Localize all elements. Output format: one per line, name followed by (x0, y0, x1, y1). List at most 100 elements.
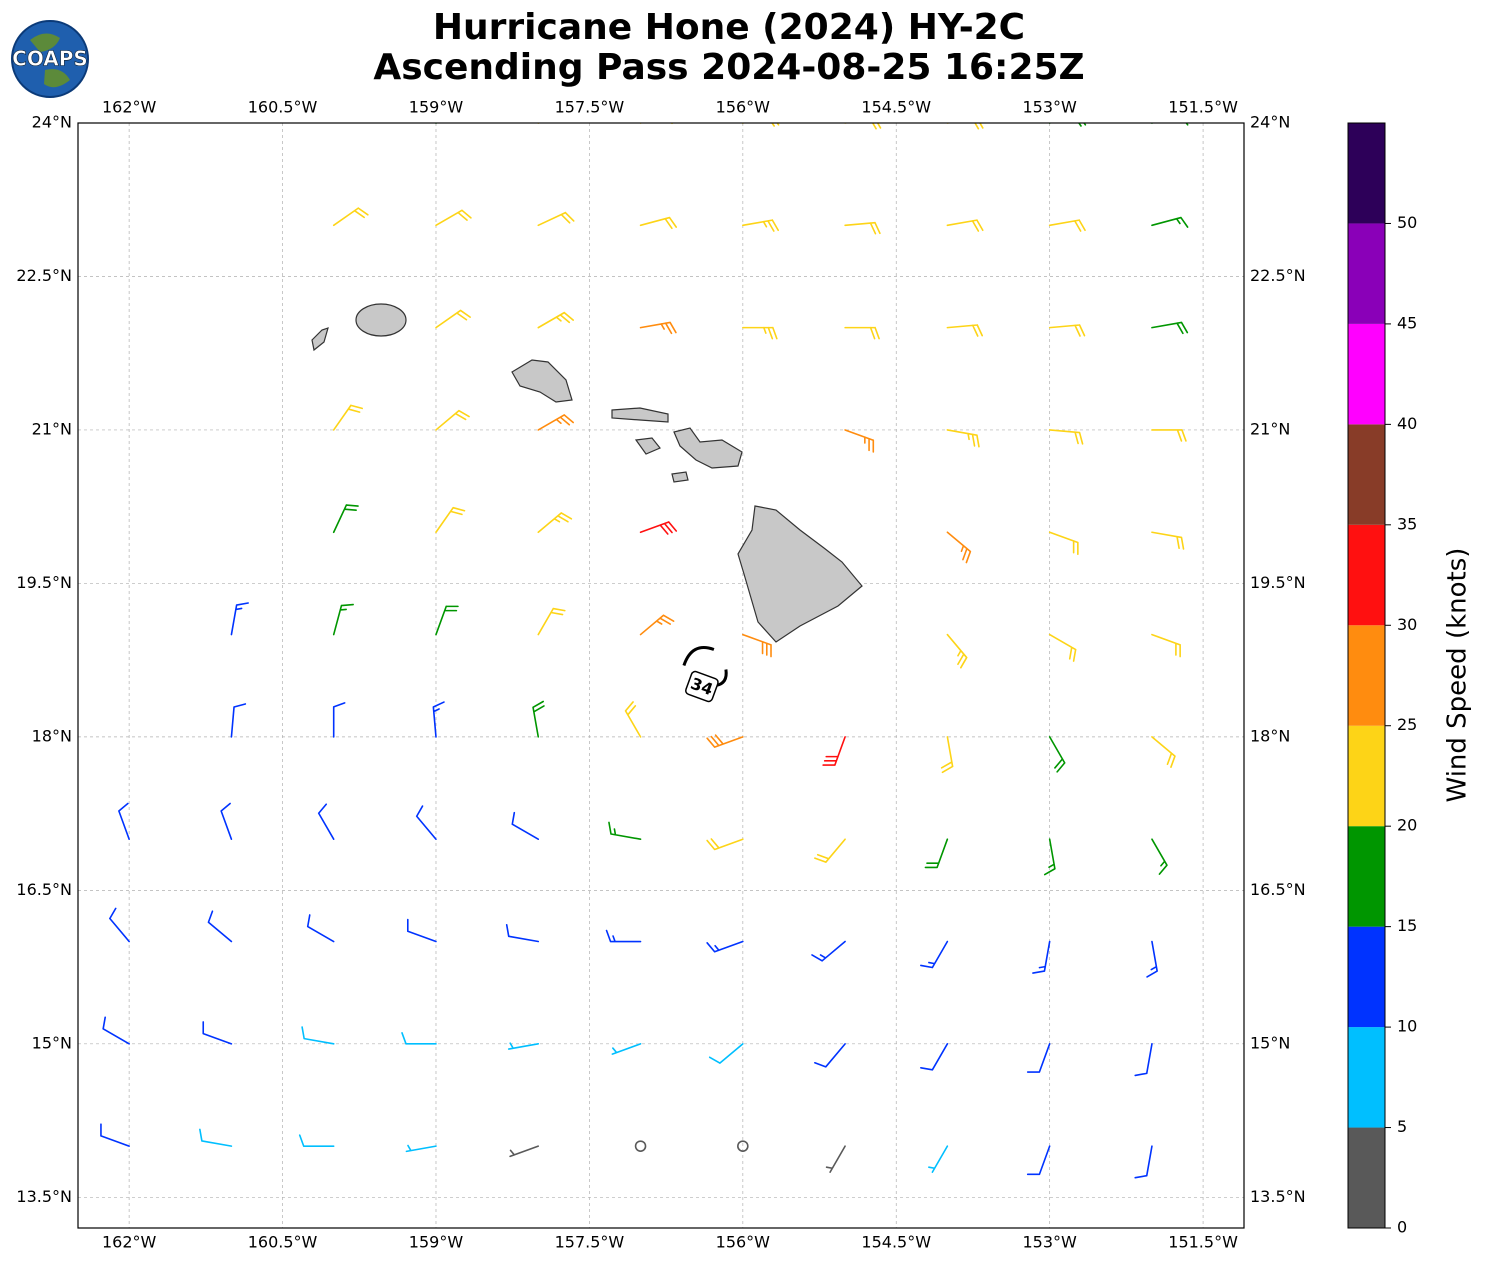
wind-barb (1151, 216, 1189, 228)
wind-barb (401, 1032, 437, 1045)
colorbar-bin (1348, 424, 1385, 525)
wind-barb (814, 1043, 846, 1068)
wind-barb (230, 703, 247, 738)
y-tick-label: 16.5°N (1250, 880, 1306, 899)
x-tick-label: 151.5°W (1168, 1233, 1238, 1252)
wind-barb (109, 907, 130, 943)
title-line: Ascending Pass 2024-08-25 16:25Z (373, 47, 1084, 88)
wind-barb (742, 219, 780, 232)
wind-barb (608, 821, 642, 841)
colorbar-tick-label: 0 (1397, 1218, 1407, 1237)
y-tick-label: 16.5°N (16, 880, 72, 899)
grid (78, 123, 1244, 1228)
wind-barb (332, 404, 364, 431)
wind-barb (844, 326, 880, 340)
y-tick-label: 21°N (1250, 419, 1290, 438)
wind-barb (1151, 429, 1187, 442)
wind-barb (1134, 1145, 1153, 1179)
wind-barb (1151, 321, 1189, 335)
wind-barb (742, 123, 780, 127)
calm-marker (634, 1140, 647, 1152)
wind-barb (1151, 838, 1168, 875)
x-tick-label: 160.5°W (248, 1233, 318, 1252)
x-tick-label: 162°W (102, 1233, 157, 1252)
wind-barb (946, 531, 972, 564)
wind-barb (435, 309, 471, 329)
x-tick-label: 157.5°W (555, 1233, 625, 1252)
wind-barb (1048, 736, 1066, 773)
wind-barb (1048, 219, 1086, 232)
wind-barb (946, 123, 984, 130)
logo-land (30, 33, 70, 88)
wind-barb (435, 209, 472, 227)
wind-barb (1048, 531, 1079, 556)
x-tick-label: 159°W (409, 98, 464, 117)
logo: COAPS (11, 20, 89, 98)
wind-barb (432, 701, 445, 738)
island (737, 505, 863, 643)
wind-barb (306, 914, 335, 943)
wind-barb (100, 1123, 130, 1147)
colorbar-bin (1348, 625, 1385, 726)
wind-barb (507, 1042, 540, 1050)
x-tick-label: 151.5°W (1168, 98, 1238, 117)
x-tick-label: 153°W (1022, 1233, 1077, 1252)
island (355, 303, 407, 337)
colorbar-bin (1348, 1127, 1385, 1228)
wind-barb (825, 1145, 846, 1173)
wind-barb (1032, 940, 1051, 974)
y-tick-label: 19.5°N (1250, 573, 1306, 592)
y-tick-label: 13.5°N (16, 1187, 72, 1206)
wind-barb (511, 811, 540, 841)
wind-barb (435, 605, 459, 636)
colorbar: 0 5 10 15 20 25 30 35 40 45 50 (1347, 122, 1417, 1237)
wind-barb (742, 326, 778, 340)
y-tick-label: 24°N (1250, 113, 1290, 132)
wind-barb (1151, 633, 1181, 658)
wind-barb (537, 607, 566, 636)
wind-barb (537, 311, 575, 329)
y-tick-label: 19.5°N (16, 573, 72, 592)
wind-barb (924, 838, 949, 869)
plot-frame (77, 122, 1245, 1229)
wind-barb (811, 940, 846, 962)
island (671, 471, 689, 483)
wind-barb (639, 123, 673, 125)
wind-barb (708, 1043, 744, 1064)
wind-barb (537, 211, 575, 227)
wind-barb (940, 736, 954, 774)
x-tick-label: 157.5°W (555, 98, 625, 117)
x-tick-label: 156°W (716, 1233, 771, 1252)
colorbar-bin (1348, 926, 1385, 1028)
wind-barb (946, 633, 968, 669)
y-tick-label: 22.5°N (16, 266, 72, 285)
plot-area: 34 (78, 123, 1244, 1228)
colorbar-tick-label: 5 (1397, 1117, 1407, 1136)
colorbar-tick-label: 50 (1397, 213, 1417, 232)
wind-barb (844, 123, 882, 130)
wind-barb (332, 603, 354, 636)
wind-barb (1134, 1043, 1153, 1077)
island (311, 327, 329, 352)
x-tick-label: 154.5°W (861, 98, 931, 117)
wind-barb (1048, 324, 1086, 337)
wind-barb (435, 409, 470, 431)
wind-barb (1048, 633, 1077, 662)
islands (311, 303, 863, 643)
wind-barb (639, 614, 675, 636)
x-tick-label: 156°W (716, 98, 771, 117)
colorbar-frame (1347, 122, 1386, 1229)
wind-barb (639, 321, 677, 335)
wind-barb (537, 512, 573, 534)
x-tick-label: 154.5°W (861, 1233, 931, 1252)
wind-barb (920, 1043, 949, 1071)
wind-barb (611, 1043, 642, 1055)
wind-barb (706, 734, 744, 748)
wind-barb (1026, 1043, 1051, 1073)
colorbar-tick-label: 30 (1397, 615, 1417, 634)
wind-barb (220, 802, 233, 841)
wind-barb (332, 504, 359, 534)
colorbar-tick-label: 20 (1397, 816, 1417, 835)
wind-barb (435, 506, 466, 534)
wind-barb (199, 1128, 233, 1147)
